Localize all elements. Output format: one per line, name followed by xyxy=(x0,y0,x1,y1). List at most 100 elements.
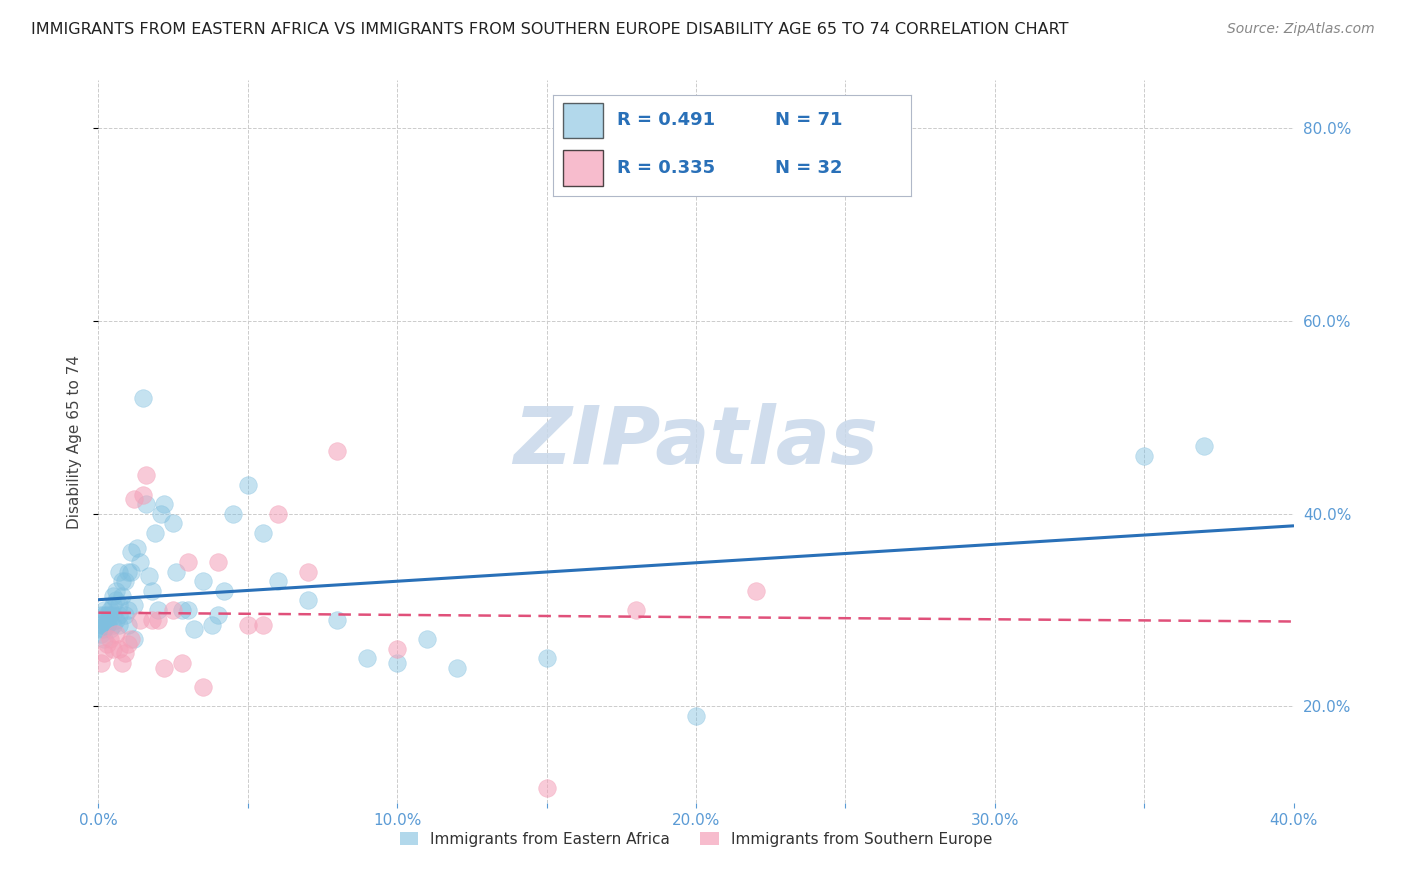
Point xyxy=(536,781,558,796)
Point xyxy=(183,623,205,637)
Point xyxy=(98,607,122,622)
Point xyxy=(153,497,176,511)
Point xyxy=(172,656,194,670)
Point xyxy=(98,603,122,617)
Point xyxy=(267,574,290,589)
Point xyxy=(138,569,160,583)
Point xyxy=(385,656,409,670)
Point xyxy=(105,583,128,598)
Point xyxy=(236,617,259,632)
Point xyxy=(114,607,136,622)
Point xyxy=(356,651,378,665)
Point xyxy=(93,647,115,661)
Point xyxy=(207,555,229,569)
Point xyxy=(148,613,170,627)
Point xyxy=(90,627,112,641)
Point xyxy=(117,617,139,632)
Point xyxy=(105,627,128,641)
Point xyxy=(96,617,118,632)
Point xyxy=(172,603,194,617)
Point xyxy=(252,526,274,541)
Point xyxy=(90,617,112,632)
Point xyxy=(105,593,128,607)
Point xyxy=(267,507,290,521)
Point xyxy=(162,516,184,531)
Point xyxy=(536,651,558,665)
Point xyxy=(212,583,235,598)
Point xyxy=(111,656,134,670)
Point xyxy=(93,632,115,646)
Point xyxy=(108,607,131,622)
Point xyxy=(90,656,112,670)
Point xyxy=(297,593,319,607)
Point xyxy=(685,709,707,723)
Point xyxy=(129,613,152,627)
Point xyxy=(177,555,200,569)
Point xyxy=(90,607,112,622)
Point xyxy=(191,574,214,589)
Point xyxy=(111,574,134,589)
Point xyxy=(111,589,134,603)
Point xyxy=(222,507,245,521)
Point xyxy=(127,541,149,555)
Point xyxy=(120,632,142,646)
Point xyxy=(143,526,166,541)
Point xyxy=(1133,449,1156,463)
Point xyxy=(132,487,155,501)
Point xyxy=(165,565,187,579)
Point xyxy=(326,613,349,627)
Point xyxy=(108,599,131,613)
Point xyxy=(90,623,112,637)
Point xyxy=(236,478,259,492)
Point xyxy=(141,613,163,627)
Point xyxy=(191,680,214,694)
Point xyxy=(108,617,131,632)
Point xyxy=(93,607,115,622)
Point xyxy=(162,603,184,617)
Y-axis label: Disability Age 65 to 74: Disability Age 65 to 74 xyxy=(67,354,83,529)
Text: IMMIGRANTS FROM EASTERN AFRICA VS IMMIGRANTS FROM SOUTHERN EUROPE DISABILITY AGE: IMMIGRANTS FROM EASTERN AFRICA VS IMMIGR… xyxy=(31,22,1069,37)
Point xyxy=(98,623,122,637)
Point xyxy=(132,391,155,405)
Point xyxy=(117,637,139,651)
Point xyxy=(153,661,176,675)
Point xyxy=(148,603,170,617)
Point xyxy=(114,647,136,661)
Point xyxy=(103,607,125,622)
Point xyxy=(129,555,152,569)
Point xyxy=(141,583,163,598)
Point xyxy=(103,617,125,632)
Point xyxy=(385,641,409,656)
Point xyxy=(135,468,157,483)
Text: ZIPatlas: ZIPatlas xyxy=(513,402,879,481)
Point xyxy=(96,637,118,651)
Point xyxy=(120,565,142,579)
Point xyxy=(416,632,439,646)
Point xyxy=(745,583,768,598)
Point xyxy=(135,497,157,511)
Point xyxy=(98,632,122,646)
Legend: Immigrants from Eastern Africa, Immigrants from Southern Europe: Immigrants from Eastern Africa, Immigran… xyxy=(394,826,998,853)
Point xyxy=(105,613,128,627)
Point xyxy=(201,617,224,632)
Point xyxy=(93,623,115,637)
Point xyxy=(124,632,146,646)
Point xyxy=(96,617,118,632)
Point xyxy=(207,607,229,622)
Point xyxy=(108,565,131,579)
Point xyxy=(120,545,142,559)
Point xyxy=(626,603,648,617)
Point xyxy=(150,507,173,521)
Point xyxy=(326,444,349,458)
Point xyxy=(1192,439,1215,453)
Point xyxy=(446,661,468,675)
Point xyxy=(93,617,115,632)
Point xyxy=(93,603,115,617)
Point xyxy=(103,599,125,613)
Point xyxy=(124,492,146,507)
Point xyxy=(297,565,319,579)
Point xyxy=(177,603,200,617)
Point xyxy=(103,589,125,603)
Point xyxy=(117,603,139,617)
Point xyxy=(108,641,131,656)
